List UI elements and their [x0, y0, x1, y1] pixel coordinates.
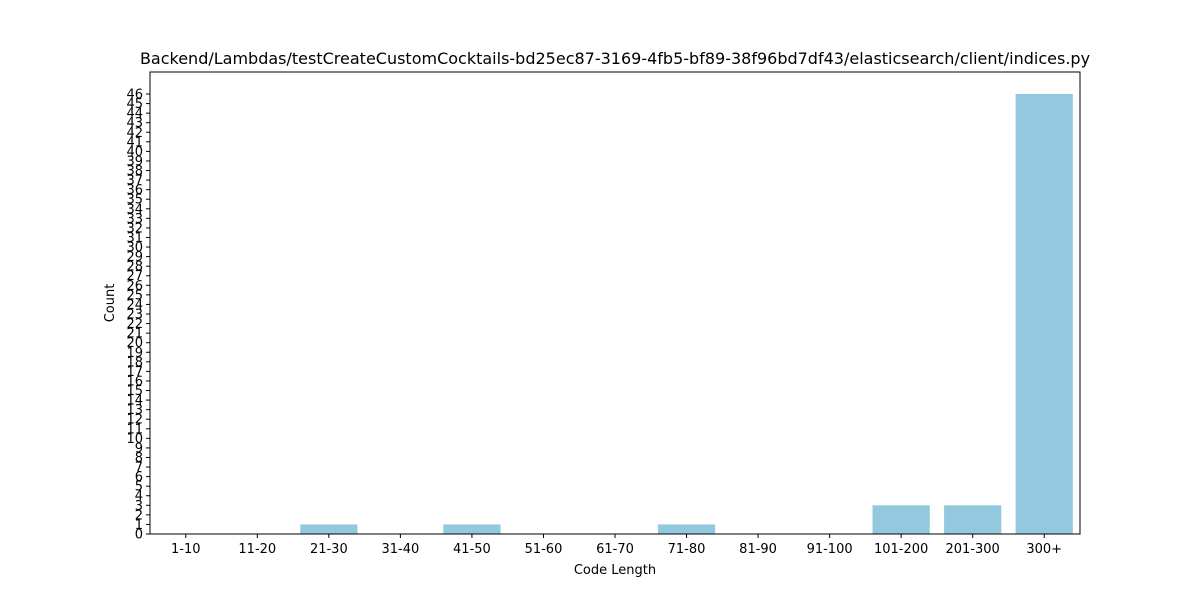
y-tick-label: 20: [126, 336, 143, 351]
y-tick-label: 14: [126, 394, 143, 409]
y-tick-label: 45: [126, 97, 143, 112]
y-tick-label: 36: [126, 183, 143, 198]
y-tick-label: 1: [135, 518, 143, 533]
bar-41-50: [443, 524, 501, 534]
x-tick-label: 71-80: [668, 542, 706, 557]
y-tick-label: 6: [135, 470, 143, 485]
y-tick-label: 33: [126, 212, 143, 227]
y-axis-ticks: 0123456789101112131415161718192021222324…: [126, 88, 150, 543]
y-tick-label: 2: [135, 508, 143, 523]
x-tick-label: 41-50: [453, 542, 491, 557]
y-tick-label: 30: [126, 241, 143, 256]
y-tick-label: 43: [126, 116, 143, 131]
x-tick-label: 201-300: [946, 542, 1000, 557]
y-tick-label: 15: [126, 384, 143, 399]
y-tick-label: 10: [126, 432, 143, 447]
y-tick-label: 23: [126, 308, 143, 323]
x-tick-label: 11-20: [238, 542, 276, 557]
y-tick-label: 46: [126, 88, 143, 103]
y-tick-label: 21: [126, 327, 143, 342]
y-tick-label: 28: [126, 260, 143, 275]
x-tick-label: 21-30: [310, 542, 348, 557]
y-tick-label: 40: [126, 145, 143, 160]
bar-21-30: [300, 524, 358, 534]
y-tick-label: 12: [126, 413, 143, 428]
x-tick-label: 81-90: [739, 542, 777, 557]
y-tick-label: 7: [135, 461, 143, 476]
y-tick-label: 35: [126, 193, 143, 208]
y-tick-label: 19: [126, 346, 143, 361]
y-tick-label: 41: [126, 135, 143, 150]
y-tick-label: 3: [135, 499, 143, 514]
y-tick-label: 32: [126, 221, 143, 236]
y-tick-label: 17: [126, 365, 143, 380]
y-tick-label: 4: [135, 489, 143, 504]
x-tick-label: 31-40: [381, 542, 419, 557]
y-tick-label: 39: [126, 154, 143, 169]
y-tick-label: 26: [126, 279, 143, 294]
y-tick-label: 16: [126, 374, 143, 389]
x-axis-ticks: 1-10 11-20 21-30 31-40 41-50 51-60 61-70 71-80 8…: [171, 534, 1062, 557]
y-tick-label: 44: [126, 107, 143, 122]
bar-71-80: [657, 524, 716, 534]
chart-title: Backend/Lambdas/testCreateCustomCocktail…: [140, 49, 1090, 68]
y-tick-label: 25: [126, 288, 143, 303]
bar-101-200: [872, 505, 930, 534]
y-axis-label: Count: [103, 284, 118, 323]
x-tick-label: 1-10: [171, 542, 201, 557]
y-tick-label: 5: [135, 480, 143, 495]
x-tick-label: 91-100: [807, 542, 853, 557]
y-tick-label: 13: [126, 403, 143, 418]
y-tick-label: 31: [126, 231, 143, 246]
y-tick-label: 34: [126, 202, 143, 217]
x-tick-label: 61-70: [596, 542, 634, 557]
y-tick-label: 11: [126, 422, 143, 437]
y-tick-label: 8: [135, 451, 143, 466]
x-tick-label: 101-200: [874, 542, 928, 557]
bars: [300, 94, 1073, 534]
y-tick-label: 29: [126, 250, 143, 265]
y-tick-label: 27: [126, 269, 143, 284]
y-tick-label: 37: [126, 174, 143, 189]
x-tick-label: 300+: [1026, 542, 1062, 557]
y-tick-label: 38: [126, 164, 143, 179]
y-tick-label: 0: [135, 528, 143, 543]
plot-frame: [149, 71, 1081, 535]
bar-300+: [1015, 94, 1073, 534]
bar-201-300: [944, 505, 1002, 534]
y-tick-label: 42: [126, 126, 143, 141]
x-tick-label: 51-60: [525, 542, 563, 557]
y-tick-label: 22: [126, 317, 143, 332]
y-tick-label: 24: [126, 298, 143, 313]
x-axis-label: Code Length: [574, 563, 656, 578]
y-tick-label: 18: [126, 355, 143, 370]
y-tick-label: 9: [135, 441, 143, 456]
